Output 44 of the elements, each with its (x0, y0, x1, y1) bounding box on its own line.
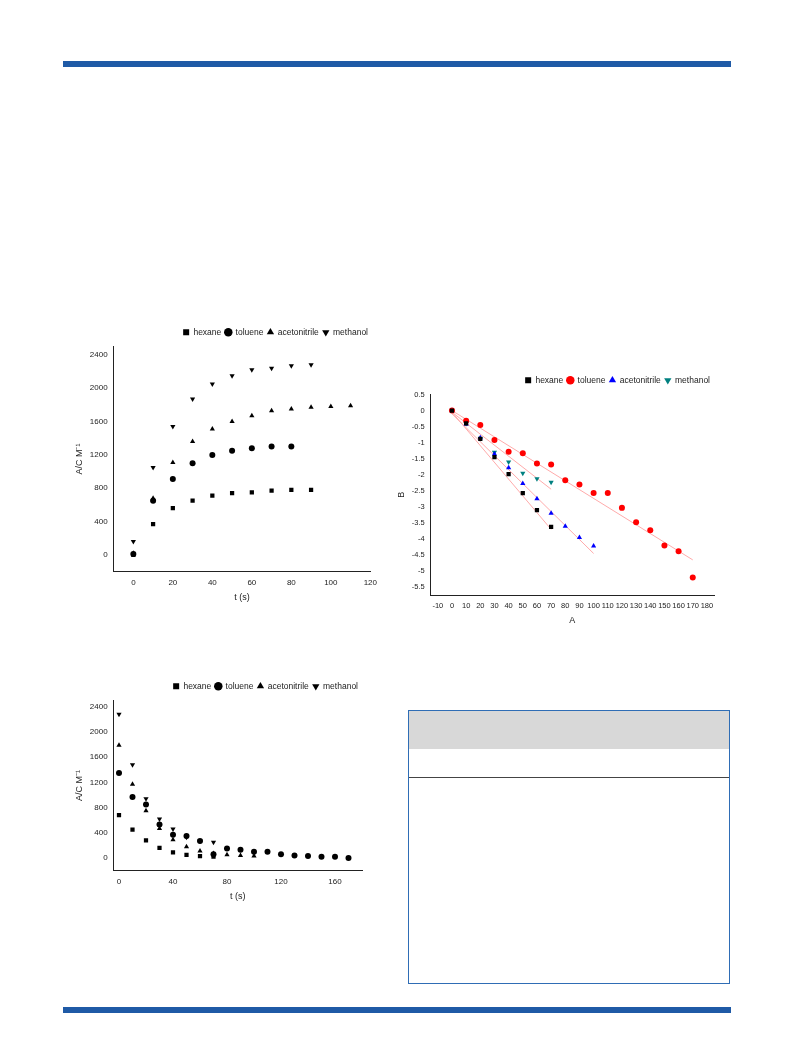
legend-label: acetonitrile (267, 680, 310, 691)
x-tick-label: 0 (131, 577, 137, 587)
x-tick-label: 0 (116, 876, 122, 886)
legend-label: toluene (235, 326, 264, 337)
y-tick-label: 1600 (89, 752, 109, 762)
legend-label: hexane (183, 680, 212, 691)
x-tick-label: 100 (324, 577, 339, 587)
y-tick-label: 1200 (89, 450, 109, 460)
y-tick-label: 400 (94, 516, 109, 526)
y-axis-title: A/C M⁻¹ (73, 770, 84, 802)
x-tick-label: 80 (222, 876, 232, 886)
y-tick-label: 1200 (89, 777, 109, 787)
x-tick-label: 40 (207, 577, 218, 587)
x-tick-label: 80 (286, 577, 297, 587)
y-axis-title: B (395, 491, 406, 498)
y-axis-title: A/C M⁻¹ (73, 443, 84, 475)
y-tick-label: 1600 (89, 416, 109, 426)
x-tick-label: 120 (363, 577, 378, 587)
legend-label: methanol (333, 326, 369, 337)
legend-label: hexane (535, 374, 564, 385)
legend-label: methanol (323, 680, 359, 691)
x-axis-title: t (s) (234, 592, 250, 603)
y-tick-label: 800 (94, 483, 109, 493)
y-tick-label: 2400 (89, 702, 109, 711)
y-tick-label: 2000 (89, 383, 109, 393)
legend-label: toluene (225, 680, 254, 691)
y-tick-label: 2000 (89, 727, 109, 737)
legend-label: toluene (577, 374, 606, 385)
legend-label: acetonitrile (619, 374, 662, 385)
y-tick-label: 400 (94, 828, 109, 837)
y-tick-label: 0 (103, 550, 109, 560)
legend-label: methanol (675, 374, 711, 385)
x-axis-title: t (s) (230, 891, 246, 902)
y-tick-label: 800 (94, 802, 109, 812)
y-tick-label: 2400 (89, 350, 109, 360)
x-tick-label: 40 (168, 876, 178, 886)
legend-label: hexane (193, 326, 222, 337)
y-tick-label: 0 (103, 853, 109, 863)
legend-label: acetonitrile (277, 326, 320, 337)
x-tick-label: 160 (328, 876, 343, 886)
x-tick-label: 60 (247, 577, 257, 587)
x-tick-label: 120 (274, 876, 289, 886)
x-tick-label: 20 (168, 577, 178, 587)
x-axis-title: A (569, 615, 576, 626)
